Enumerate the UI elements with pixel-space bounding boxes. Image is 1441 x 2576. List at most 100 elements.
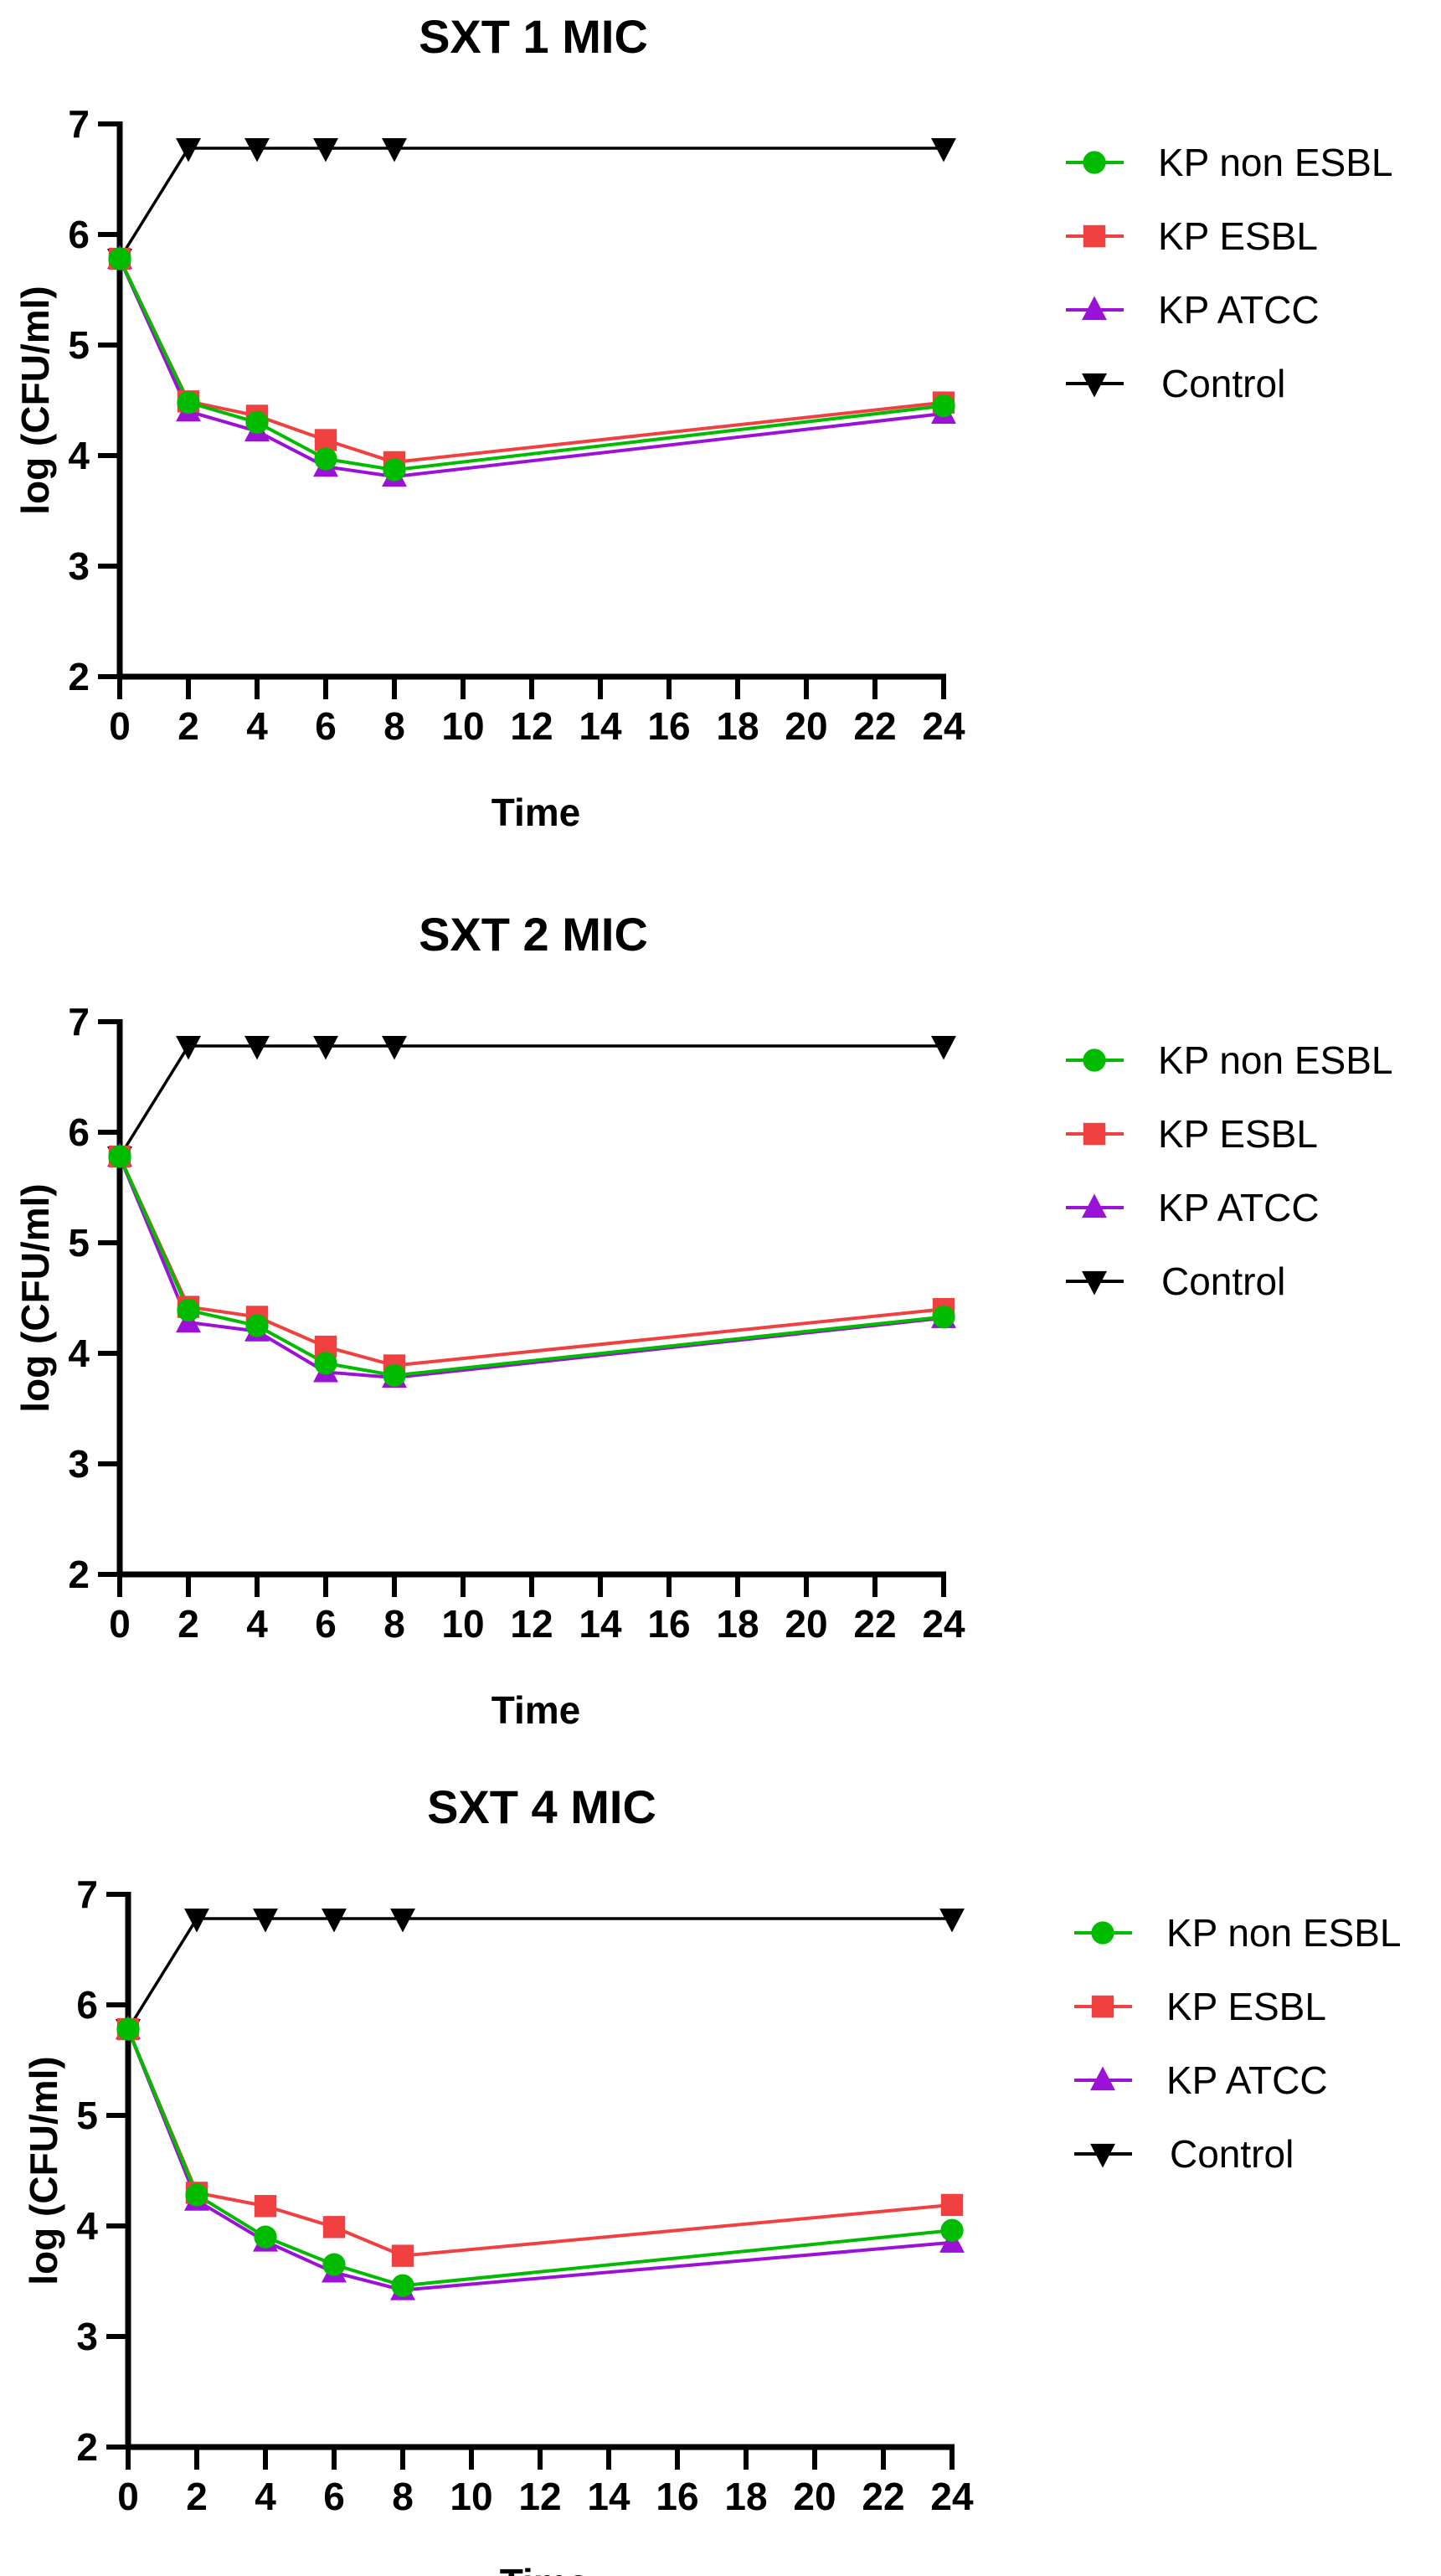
data-point-kp-esbl [391,2244,414,2267]
legend-label: Control [1161,1260,1285,1303]
x-axis-label: Time [491,791,581,834]
series-line-control [126,1917,952,2030]
legend-item: KP ATCC [1066,1186,1320,1229]
data-point-control [176,1035,201,1060]
legend-item: Control [1066,362,1285,405]
data-point-kp-non-esbl [314,1352,337,1375]
data-point-kp-non-esbl [932,1305,955,1329]
x-tick-label: 18 [724,2475,767,2518]
x-tick-label: 4 [255,2475,276,2518]
legend-item: KP ATCC [1074,2058,1328,2102]
data-point-control [939,1908,965,1933]
x-tick-label: 12 [518,2475,561,2518]
data-point-control [244,1035,270,1060]
x-tick-label: 14 [579,704,622,748]
series-line-kp-non-esbl [118,1156,944,1378]
y-tick-label: 4 [68,1332,90,1375]
x-tick-label: 10 [450,2475,492,2518]
x-tick-label: 4 [246,704,268,748]
legend-marker [1082,1270,1107,1296]
y-tick-label: 4 [68,434,90,477]
chart-title: SXT 4 MIC [427,1780,656,1833]
y-tick-label: 3 [68,544,90,588]
data-point-kp-non-esbl [177,1298,200,1322]
x-tick-label: 20 [793,2475,836,2518]
legend-item: KP non ESBL [1074,1911,1401,1955]
x-tick-label: 0 [109,704,131,748]
x-tick-label: 0 [109,1602,131,1646]
y-tick-label: 2 [68,655,90,698]
data-point-control [313,1035,338,1060]
y-tick-label: 7 [68,1000,90,1043]
chart-panel-3: SXT 4 MIC234567024681012141618202224Time… [22,1780,1401,2576]
x-tick-label: 22 [853,1602,896,1646]
legend-label: KP ATCC [1158,288,1320,332]
data-point-kp-non-esbl [116,2017,140,2041]
chart-title: SXT 1 MIC [419,10,648,63]
data-point-control [390,1908,415,1933]
data-point-kp-non-esbl [245,1314,269,1337]
y-tick-label: 6 [68,1110,90,1154]
x-tick-label: 16 [656,2475,698,2518]
x-tick-label: 2 [178,1602,199,1646]
series-line-kp-atcc [118,258,944,479]
data-point-kp-esbl [254,2195,277,2218]
legend-marker [1082,373,1107,398]
y-tick-label: 3 [68,1442,90,1486]
x-tick-label: 6 [315,1602,337,1646]
data-point-control [313,137,338,162]
legend-item: KP ESBL [1066,214,1318,258]
legend-label: KP ESBL [1158,1112,1318,1156]
x-tick-label: 24 [922,704,965,748]
legend-marker [1082,296,1107,321]
data-point-kp-esbl [314,429,337,451]
series-line-kp-non-esbl [126,2028,953,2288]
y-tick-label: 5 [68,323,90,367]
x-tick-label: 12 [510,1602,553,1646]
legend: KP non ESBL KP ESBL KP ATCC Control [1066,1038,1392,1303]
legend-item: KP ATCC [1066,288,1320,332]
legend-label: KP non ESBL [1158,141,1392,184]
data-point-kp-non-esbl [185,2183,208,2207]
x-tick-label: 8 [383,1602,405,1646]
x-tick-label: 20 [785,704,827,748]
legend-item: KP ESBL [1066,1112,1318,1156]
x-axis-label: Time [491,1688,581,1732]
legend-label: KP non ESBL [1158,1038,1392,1082]
series-line-kp-esbl [118,1156,944,1368]
data-point-kp-non-esbl [177,391,200,415]
series-line-kp-atcc [118,1156,944,1380]
legend: KP non ESBL KP ESBL KP ATCC Control [1074,1911,1401,2176]
data-point-kp-esbl [322,2216,346,2239]
x-tick-label: 0 [117,2475,139,2518]
data-point-control [322,1908,347,1933]
data-point-kp-non-esbl [932,394,955,418]
legend-marker [1083,224,1106,248]
data-point-control [382,1035,407,1060]
legend-item: Control [1066,1260,1285,1303]
y-tick-label: 4 [76,2204,98,2248]
y-tick-label: 2 [76,2425,98,2469]
data-point-control [382,137,407,162]
x-tick-label: 2 [178,704,199,748]
chart-title: SXT 2 MIC [419,908,648,961]
series-line-control [118,147,944,260]
y-axis-label: log (CFU/ml) [13,286,57,514]
data-point-control [184,1908,209,1933]
data-point-kp-non-esbl [940,2218,964,2242]
series-line-kp-esbl [126,2028,953,2258]
legend-label: KP ESBL [1166,1985,1326,2028]
x-tick-label: 14 [579,1602,622,1646]
x-tick-label: 12 [510,704,553,748]
legend-marker [1083,1048,1106,1072]
x-tick-label: 10 [441,704,484,748]
legend-label: KP ESBL [1158,214,1318,258]
y-tick-label: 3 [76,2315,98,2358]
data-point-kp-non-esbl [391,2274,414,2297]
y-axis-label: log (CFU/ml) [13,1183,57,1412]
legend-marker [1091,1921,1114,1945]
data-point-kp-non-esbl [108,1145,131,1168]
legend-label: Control [1170,2132,1294,2176]
